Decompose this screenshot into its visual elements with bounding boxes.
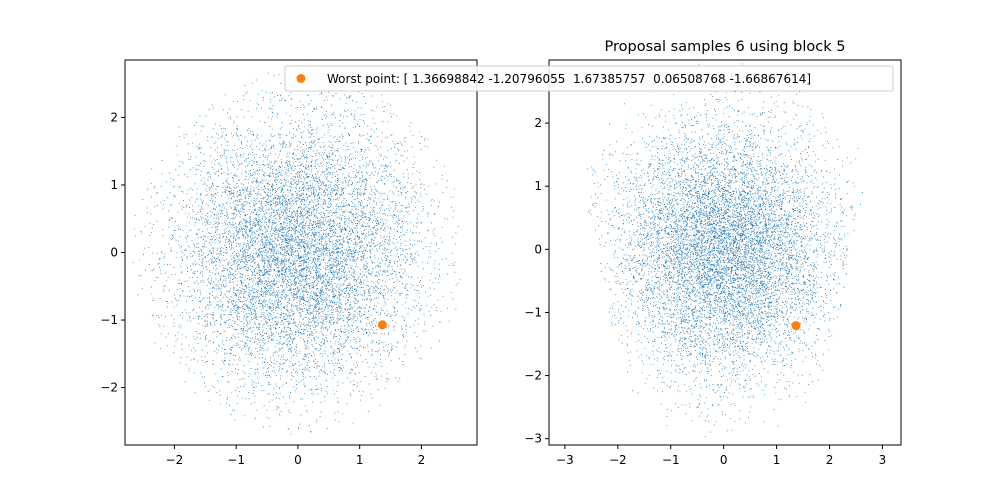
x-tick-label: 0 bbox=[720, 453, 728, 467]
x-tick-label: −3 bbox=[556, 453, 574, 467]
legend-label: Worst point: [ 1.36698842 -1.20796055 1.… bbox=[327, 72, 811, 86]
right-highlight-layer bbox=[791, 321, 801, 331]
right-x-ticks: −3 −2 −1 0 1 2 3 bbox=[556, 445, 886, 467]
x-tick-label: 2 bbox=[826, 453, 834, 467]
y-tick-label: 2 bbox=[110, 110, 118, 124]
y-tick-label: 0 bbox=[110, 246, 118, 260]
y-tick-label: 2 bbox=[534, 116, 542, 130]
y-tick-label: −1 bbox=[524, 305, 542, 319]
left-x-ticks: −2 −1 0 1 2 bbox=[166, 445, 426, 467]
y-tick-label: 1 bbox=[110, 178, 118, 192]
x-tick-label: −1 bbox=[227, 453, 245, 467]
right-axes-frame bbox=[548, 59, 902, 446]
y-tick-label: −2 bbox=[524, 369, 542, 383]
legend-box bbox=[284, 65, 894, 92]
right-sample-cloud bbox=[587, 63, 863, 438]
y-tick-label: 0 bbox=[534, 242, 542, 256]
x-tick-label: 1 bbox=[356, 453, 364, 467]
x-tick-label: −2 bbox=[166, 453, 184, 467]
worst-point-marker bbox=[377, 320, 387, 330]
x-tick-label: −1 bbox=[662, 453, 680, 467]
y-tick-label: −1 bbox=[100, 313, 118, 327]
x-tick-label: 1 bbox=[773, 453, 781, 467]
sample-points bbox=[132, 72, 461, 435]
left-scatter-panel: −2 −1 0 1 2 −2 −1 0 1 2 bbox=[100, 59, 478, 467]
y-tick-label: −3 bbox=[524, 432, 542, 446]
left-highlight-layer bbox=[377, 320, 387, 330]
left-sample-cloud bbox=[132, 72, 461, 435]
right-scatter-panel: Proposal samples 6 using block 5 −3 −2 −1 0… bbox=[524, 39, 902, 467]
right-chart-title: Proposal samples 6 using block 5 bbox=[605, 39, 846, 55]
right-y-ticks: −3 −2 −1 0 1 2 bbox=[524, 116, 549, 446]
left-y-ticks: −2 −1 0 1 2 bbox=[100, 110, 125, 395]
x-tick-label: 3 bbox=[879, 453, 887, 467]
x-tick-label: 0 bbox=[294, 453, 302, 467]
worst-point-marker bbox=[791, 321, 801, 331]
legend: Worst point: [ 1.36698842 -1.20796055 1.… bbox=[284, 65, 894, 92]
sample-points bbox=[587, 63, 863, 438]
legend-marker-icon bbox=[296, 74, 306, 83]
x-tick-label: −2 bbox=[609, 453, 627, 467]
y-tick-label: −2 bbox=[100, 381, 118, 395]
y-tick-label: 1 bbox=[534, 179, 542, 193]
x-tick-label: 2 bbox=[418, 453, 426, 467]
